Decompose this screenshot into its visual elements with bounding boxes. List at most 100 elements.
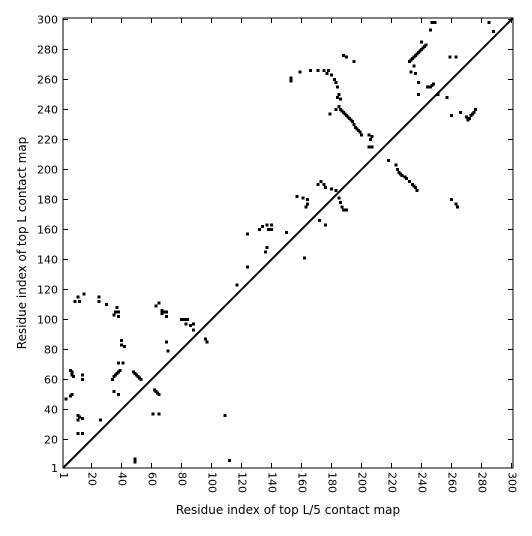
contact-point-top-l5 [265,223,269,227]
contact-point-top-l [412,64,416,68]
x-tick-label: 160 [296,472,309,493]
contact-point-top-l [450,114,453,117]
contact-point-top-l5 [304,205,308,209]
y-tick-label: 220 [37,134,58,147]
contact-point-top-l [433,21,437,24]
contact-point-top-l5 [204,337,207,341]
contact-point-top-l5 [115,306,119,309]
contact-point-top-l5 [454,202,458,206]
contact-point-top-l5 [112,313,116,317]
contact-point-top-l5 [324,223,327,227]
contact-point-top-l [334,108,338,111]
contact-point-top-l [327,69,330,72]
contact-point-top-l5 [306,202,309,206]
contact-point-top-l5 [318,219,321,222]
contact-point-top-l5 [414,186,417,189]
contact-point-top-l5 [133,460,137,464]
contact-point-top-l5 [235,283,239,287]
contact-point-top-l [468,117,471,120]
contact-point-top-l5 [267,228,270,231]
x-tick-label: 300 [506,472,519,493]
contact-point-top-l [487,21,491,24]
contact-point-top-l5 [112,390,116,393]
contact-point-top-l5 [151,412,155,416]
contact-point-top-l5 [133,457,137,461]
x-tick-label: 120 [236,472,249,493]
contact-point-top-l5 [264,250,267,254]
contact-point-top-l5 [72,375,75,378]
contact-point-top-l5 [339,201,342,204]
x-tick-label: 260 [446,472,459,493]
contact-point-top-l5 [228,459,231,462]
contact-point-top-l [358,130,362,134]
x-tick-label: 40 [116,472,129,486]
contact-point-top-l [352,60,356,63]
contact-point-top-l5 [114,310,117,314]
y-tick-label: 180 [37,194,58,207]
contact-point-top-l [426,85,429,89]
y-tick-label: 300 [37,14,58,27]
contact-point-top-l5 [165,315,168,318]
y-axis: 1204060801001201401601802002202402602803… [37,14,513,475]
contact-point-top-l [430,21,434,24]
x-tick-label: 20 [86,472,99,486]
contact-point-top-l5 [405,177,408,180]
contact-point-top-l5 [111,378,114,381]
x-tick-label: 200 [356,472,369,493]
contact-point-top-l [420,40,423,44]
contact-point-top-l [369,138,372,141]
contact-point-top-l5 [117,361,120,365]
contact-point-top-l5 [301,196,305,200]
contact-point-top-l5 [120,343,123,347]
contact-point-top-l5 [184,322,188,326]
contact-point-top-l5 [157,412,161,416]
x-tick-label: 1 [57,472,70,479]
x-tick-label: 80 [176,472,189,486]
contact-point-top-l [309,69,312,72]
contact-point-top-l [424,43,428,47]
contact-point-top-l5 [261,225,264,228]
contact-point-top-l5 [316,183,320,186]
contact-point-top-l [417,93,420,96]
contact-point-top-l5 [258,228,261,231]
contact-point-top-l [336,85,339,89]
contact-point-top-l5 [322,183,326,186]
y-tick-label: 100 [37,314,58,327]
y-tick-label: 260 [37,74,58,87]
contact-point-top-l5 [303,256,306,260]
y-tick-label: 280 [37,44,58,57]
contact-point-top-l5 [223,414,227,417]
contact-point-top-l5 [192,328,195,332]
contact-point-top-l5 [157,301,161,305]
contact-point-top-l5 [334,189,338,192]
contact-point-top-l [339,97,342,101]
contact-point-top-l [316,69,320,72]
x-tick-label: 60 [146,472,159,486]
y-tick-label: 60 [44,374,58,387]
contact-point-top-l5 [340,205,344,209]
contact-point-top-l5 [189,324,192,327]
y-tick-label: 80 [44,344,58,357]
contact-point-top-l5 [70,393,74,396]
contact-point-top-l5 [345,208,348,212]
contact-point-top-l5 [97,300,101,303]
contact-point-top-l5 [154,304,158,308]
contact-point-top-l5 [81,417,84,420]
contact-point-top-l5 [81,373,84,377]
contact-point-top-l5 [123,345,126,348]
contact-point-top-l [454,55,458,59]
contact-point-top-l5 [118,369,122,372]
contact-point-top-l [409,70,413,74]
contact-point-top-l5 [166,349,170,353]
contact-point-top-l5 [186,318,189,321]
contact-point-top-l5 [337,196,341,200]
contact-point-top-l5 [295,195,299,198]
x-tick-label: 240 [416,472,429,493]
contact-point-top-l5 [400,174,404,177]
contact-point-top-l [474,108,477,111]
plot-frame [62,17,514,469]
contact-point-top-l [328,112,332,116]
contact-point-top-l5 [82,292,86,296]
contact-point-top-l5 [117,315,120,318]
contact-point-top-l5 [450,198,453,201]
